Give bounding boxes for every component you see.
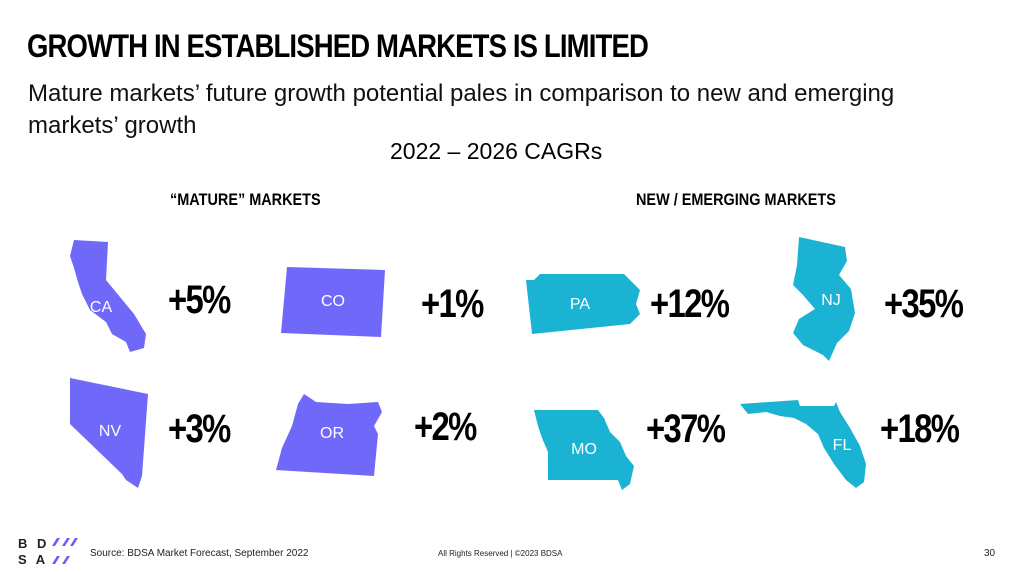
- growth-nj: +35%: [884, 282, 964, 326]
- growth-or: +2%: [414, 405, 477, 449]
- emerging-markets-label: NEW / EMERGING MARKETS: [636, 190, 836, 209]
- growth-pa: +12%: [650, 282, 730, 326]
- state-code-pa: PA: [569, 296, 591, 313]
- footer-source: Source: BDSA Market Forecast, September …: [90, 548, 309, 559]
- missouri-map-icon: MO: [532, 408, 636, 492]
- logo-text-top: B D: [18, 536, 50, 551]
- growth-mo: +37%: [646, 407, 726, 451]
- state-code-nj: NJ: [821, 292, 841, 309]
- state-code-mo: MO: [571, 441, 597, 458]
- growth-ca: +5%: [168, 278, 231, 322]
- state-code-nv: NV: [98, 423, 122, 440]
- nevada-map-icon: NV: [68, 376, 152, 490]
- bdsa-logo: B D S A: [18, 536, 78, 568]
- growth-nv: +3%: [168, 407, 231, 451]
- colorado-map-icon: CO: [281, 267, 385, 337]
- new-jersey-map-icon: NJ: [789, 235, 859, 363]
- california-map-icon: CA: [68, 238, 152, 354]
- pennsylvania-map-icon: PA: [524, 272, 642, 336]
- oregon-map-icon: OR: [276, 392, 384, 476]
- cagr-heading: 2022 – 2026 CAGRs: [390, 138, 603, 164]
- state-code-co: CO: [321, 293, 345, 310]
- state-code-or: OR: [320, 425, 344, 442]
- mature-markets-label: “MATURE” MARKETS: [170, 190, 321, 209]
- growth-fl: +18%: [880, 407, 960, 451]
- state-code-ca: CA: [89, 299, 113, 316]
- page-title: GROWTH IN ESTABLISHED MARKETS IS LIMITED: [27, 28, 649, 64]
- florida-map-icon: FL: [738, 398, 868, 490]
- state-code-fl: FL: [832, 437, 852, 454]
- growth-co: +1%: [421, 282, 484, 326]
- page-number: 30: [984, 548, 996, 559]
- footer-rights: All Rights Reserved | ©2023 BDSA: [438, 549, 563, 558]
- page-subtitle: Mature markets’ future growth potential …: [28, 80, 895, 139]
- logo-slash-icon: [52, 538, 78, 564]
- logo-text-bottom: S A: [18, 552, 49, 567]
